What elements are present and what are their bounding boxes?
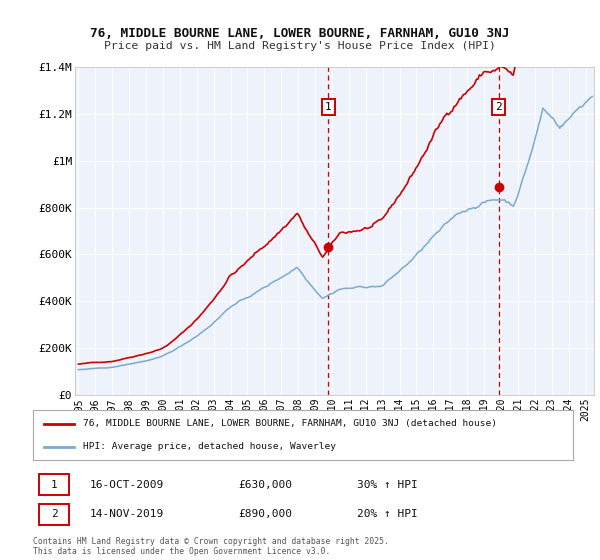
Text: £630,000: £630,000 — [238, 479, 292, 489]
Text: 76, MIDDLE BOURNE LANE, LOWER BOURNE, FARNHAM, GU10 3NJ (detached house): 76, MIDDLE BOURNE LANE, LOWER BOURNE, FA… — [83, 419, 497, 428]
Text: 30% ↑ HPI: 30% ↑ HPI — [357, 479, 418, 489]
Text: Price paid vs. HM Land Registry's House Price Index (HPI): Price paid vs. HM Land Registry's House … — [104, 41, 496, 51]
Text: Contains HM Land Registry data © Crown copyright and database right 2025.
This d: Contains HM Land Registry data © Crown c… — [33, 537, 389, 556]
Text: £890,000: £890,000 — [238, 510, 292, 519]
Text: 2: 2 — [496, 102, 502, 112]
Text: 20% ↑ HPI: 20% ↑ HPI — [357, 510, 418, 519]
FancyBboxPatch shape — [40, 504, 69, 525]
Text: 76, MIDDLE BOURNE LANE, LOWER BOURNE, FARNHAM, GU10 3NJ: 76, MIDDLE BOURNE LANE, LOWER BOURNE, FA… — [91, 27, 509, 40]
Text: HPI: Average price, detached house, Waverley: HPI: Average price, detached house, Wave… — [83, 442, 335, 451]
FancyBboxPatch shape — [40, 474, 69, 495]
Text: 1: 1 — [51, 479, 58, 489]
Text: 16-OCT-2009: 16-OCT-2009 — [90, 479, 164, 489]
Text: 14-NOV-2019: 14-NOV-2019 — [90, 510, 164, 519]
Text: 2: 2 — [51, 510, 58, 519]
Text: 1: 1 — [325, 102, 332, 112]
